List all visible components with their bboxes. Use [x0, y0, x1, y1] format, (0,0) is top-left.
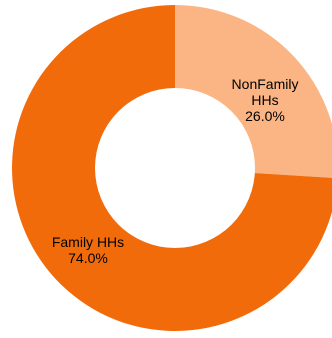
- slice-label-family-hhs: Family HHs 74.0%: [52, 234, 124, 266]
- donut-hole: [95, 88, 255, 248]
- slice-name-label: Family HHs: [52, 234, 124, 250]
- slice-name-label: NonFamily: [232, 76, 299, 92]
- slice-value-label: 26.0%: [245, 108, 285, 124]
- slice-name-label: HHs: [251, 92, 278, 108]
- slice-label-nonfamily-hhs: NonFamily HHs 26.0%: [232, 76, 299, 124]
- labels-layer: NonFamily HHs 26.0% Family HHs 74.0%: [52, 76, 299, 266]
- slice-value-label: 74.0%: [68, 250, 108, 266]
